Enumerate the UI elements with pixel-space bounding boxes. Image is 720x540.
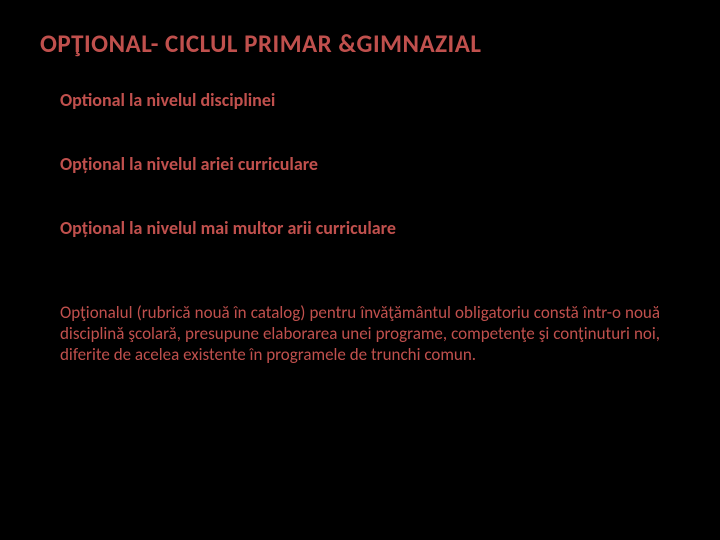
summary-paragraph: Opţionalul (rubrică nouă în catalog) pen… (60, 302, 660, 366)
section-3-body: Teme/ module cu caracter inter și transd… (60, 241, 660, 284)
title-region: OPŢIONAL- CICLUL PRIMAR &GIMNAZIAL (0, 0, 720, 79)
summary-highlight: Opţionalul (rubrică nouă în catalog) pen… (60, 302, 660, 366)
slide-title: OPŢIONAL- CICLUL PRIMAR &GIMNAZIAL (40, 28, 680, 59)
content-region: Optional la nivelul disciplinei Teme/ mo… (0, 79, 720, 365)
section-1-heading: Optional la nivelul disciplinei (60, 89, 660, 112)
slide-container: OPŢIONAL- CICLUL PRIMAR &GIMNAZIAL Optio… (0, 0, 720, 540)
section-2-heading: Opțional la nivelul ariei curriculare (60, 153, 660, 176)
section-1-body: Teme/ module care nu sunt incluse în pro… (60, 114, 660, 135)
section-2-body: Teme / module integrate la nivelul ariei… (60, 177, 660, 198)
section-3-heading: Opțional la nivelul mai multor arii curr… (60, 217, 660, 240)
